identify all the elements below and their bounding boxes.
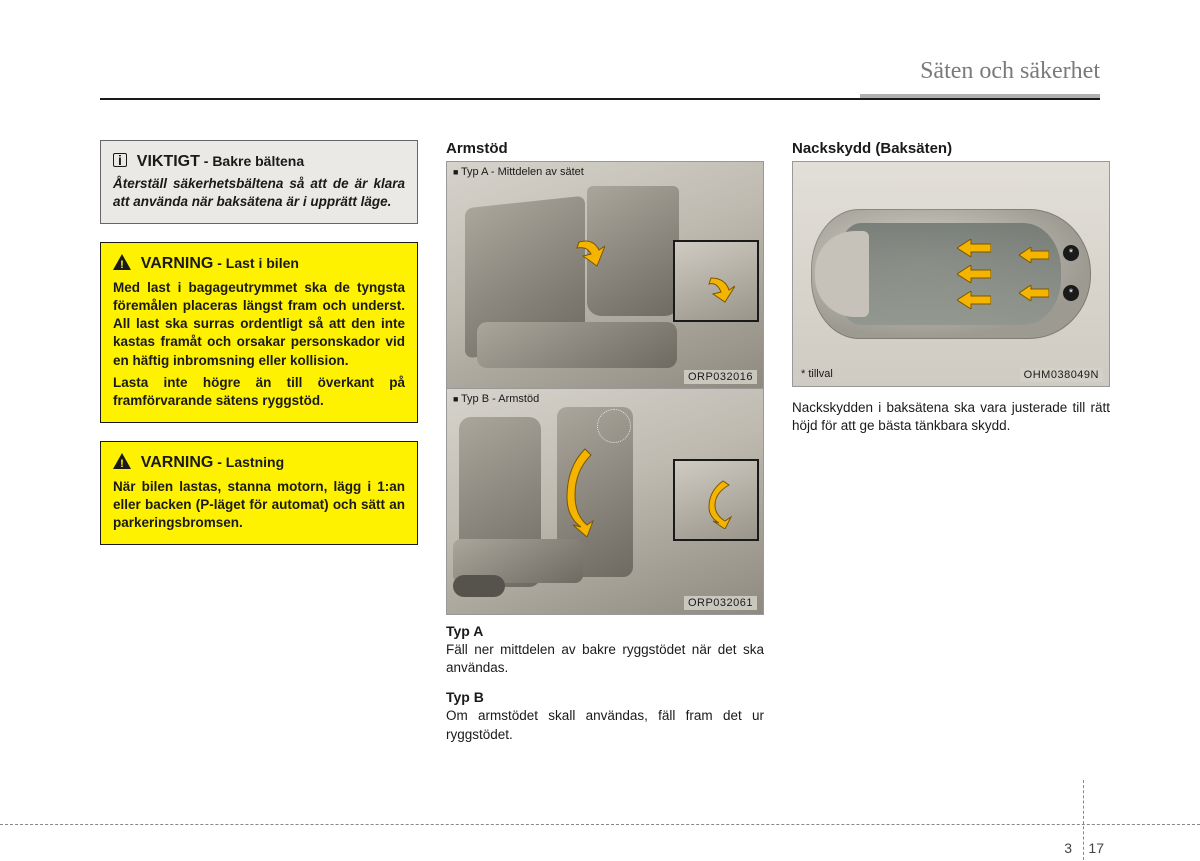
type-b-body: Om armstödet skall användas, fäll fram d… bbox=[446, 707, 764, 743]
warning1-title-row: ! VARNING - Last i bilen bbox=[113, 253, 405, 275]
figure-a-label: Typ A - Mittdelen av sätet bbox=[453, 166, 584, 178]
headrest-heading: Nackskydd (Baksäten) bbox=[792, 140, 1110, 157]
warning1-body2: Lasta inte högre än till överkant på fra… bbox=[113, 374, 405, 410]
car-top-view: * * bbox=[811, 209, 1091, 339]
figure-b-inset bbox=[673, 459, 759, 541]
content-columns: i VIKTIGT - Bakre bältena Återställ säke… bbox=[100, 140, 1100, 756]
figure-car: * * * tillval OHM038049N bbox=[792, 161, 1110, 387]
headrest-body: Nackskydden i baksätena ska vara justera… bbox=[792, 399, 1110, 435]
figure-a: Typ A - Mittdelen av sätet ORP032016 bbox=[447, 162, 763, 388]
figure-a-code: ORP032016 bbox=[684, 370, 757, 384]
important-body: Återställ säkerhetsbältena så att de är … bbox=[113, 175, 405, 211]
figure-stack: Typ A - Mittdelen av sätet ORP032016 Typ… bbox=[446, 161, 764, 615]
warning-icon: ! bbox=[113, 254, 131, 270]
warning-icon: ! bbox=[113, 453, 131, 469]
svg-text:!: ! bbox=[120, 458, 124, 469]
type-a-title: Typ A bbox=[446, 623, 764, 639]
figure-car-code: OHM038049N bbox=[1020, 368, 1103, 382]
column-middle: Armstöd Typ A - Mittdelen av sätet ORP03… bbox=[446, 140, 764, 756]
warning1-body1: Med last i bagageutrymmet ska de tyngsta… bbox=[113, 279, 405, 370]
footer-dashed-line bbox=[0, 824, 1200, 825]
figure-car-note: * tillval bbox=[801, 368, 833, 380]
warning1-subtitle: - Last i bilen bbox=[213, 255, 299, 271]
armrest-heading: Armstöd bbox=[446, 140, 764, 157]
warning-box-1: ! VARNING - Last i bilen Med last i baga… bbox=[100, 242, 418, 423]
page-header: Säten och säkerhet bbox=[920, 58, 1100, 85]
figure-b: Typ B - Armstöd ORP032061 bbox=[447, 388, 763, 614]
footer-vertical-dash bbox=[1083, 780, 1084, 860]
figure-a-inset bbox=[673, 240, 759, 322]
column-left: i VIKTIGT - Bakre bältena Återställ säke… bbox=[100, 140, 418, 756]
type-a-body: Fäll ner mittdelen av bakre ryggstödet n… bbox=[446, 641, 764, 677]
svg-text:!: ! bbox=[120, 259, 124, 270]
star-badge: * bbox=[1063, 245, 1079, 261]
important-title-row: i VIKTIGT - Bakre bältena bbox=[113, 151, 405, 173]
figure-b-code: ORP032061 bbox=[684, 596, 757, 610]
warning-box-2: ! VARNING - Lastning När bilen lastas, s… bbox=[100, 441, 418, 545]
warning2-title: VARNING bbox=[141, 454, 214, 471]
warning1-title: VARNING bbox=[141, 255, 214, 272]
star-badge: * bbox=[1063, 285, 1079, 301]
important-box: i VIKTIGT - Bakre bältena Återställ säke… bbox=[100, 140, 418, 224]
info-icon: i bbox=[113, 153, 127, 167]
warning2-body: När bilen lastas, stanna motorn, lägg i … bbox=[113, 478, 405, 533]
warning2-subtitle: - Lastning bbox=[213, 454, 284, 470]
page-chapter: 3 bbox=[1064, 840, 1072, 856]
important-subtitle: - Bakre bältena bbox=[200, 153, 304, 169]
header-rule bbox=[100, 98, 1100, 100]
type-b-title: Typ B bbox=[446, 689, 764, 705]
column-right: Nackskydd (Baksäten) * * * tillval OHM03… bbox=[792, 140, 1110, 756]
important-title: VIKTIGT bbox=[137, 153, 200, 170]
figure-b-label: Typ B - Armstöd bbox=[453, 393, 539, 405]
warning2-title-row: ! VARNING - Lastning bbox=[113, 452, 405, 474]
page-number: 17 bbox=[1088, 840, 1104, 856]
